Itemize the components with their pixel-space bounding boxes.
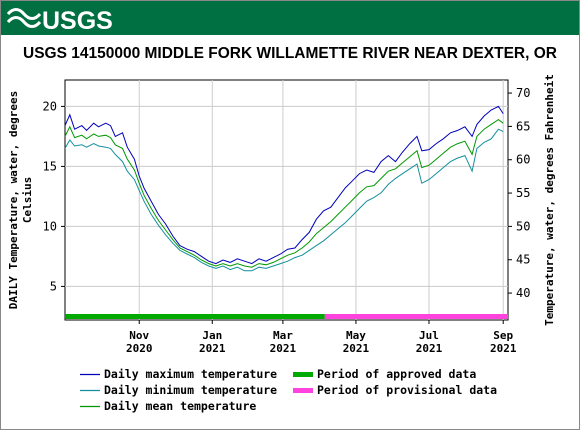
legend-item: Period of provisional data (293, 383, 497, 397)
left-y-axis-label: DAILY Temperature, water, degrees Celsiu… (7, 91, 34, 310)
right-tick-label: 40 (516, 286, 530, 300)
x-tick-year: 2021 (343, 342, 370, 355)
x-tick-month: Mar (273, 329, 293, 342)
x-tick-year: 2021 (270, 342, 297, 355)
legend-swatch (293, 372, 313, 377)
x-tick-month: Jan (202, 329, 222, 342)
left-tick-label: 20 (43, 99, 57, 113)
legend-label: Period of approved data (317, 367, 476, 381)
right-tick-label: 70 (516, 86, 530, 100)
legend-label: Daily maximum temperature (104, 367, 277, 381)
x-tick-year: 2021 (490, 342, 517, 355)
provisional-period-bar (324, 314, 508, 319)
right-y-axis-ticks: 40 45 50 55 60 65 70 (508, 86, 530, 300)
x-tick-month: May (346, 329, 366, 342)
right-tick-label: 55 (516, 186, 530, 200)
legend-item: Daily minimum temperature (80, 383, 277, 397)
x-tick-month: Sep (493, 329, 513, 342)
right-tick-label: 60 (516, 153, 530, 167)
x-tick-year: 2021 (416, 342, 443, 355)
right-tick-label: 45 (516, 253, 530, 267)
left-y-axis-label-line-1: DAILY Temperature, water, degrees (7, 91, 20, 310)
gridlines (65, 80, 508, 320)
legend-swatch (293, 388, 313, 393)
period-bars (65, 314, 508, 319)
legend-label: Daily minimum temperature (104, 383, 277, 397)
legend-item: Daily maximum temperature (80, 367, 277, 381)
x-tick-month: Nov (129, 329, 149, 342)
usgs-wave-icon (6, 8, 42, 28)
approved-period-bar (65, 314, 325, 319)
usgs-logo: USGS (6, 7, 113, 35)
left-tick-label: 15 (43, 159, 57, 173)
legend-label: Daily mean temperature (104, 399, 256, 413)
plot-frame (64, 79, 509, 321)
legend-item: Daily mean temperature (80, 399, 256, 413)
legend-label: Period of provisional data (317, 383, 497, 397)
series-line-mean (64, 118, 504, 268)
x-axis-ticks: Nov2020Jan2021Mar2021May2021Jul2021Sep20… (126, 320, 517, 355)
left-y-axis-label-line-2: Celsius (21, 177, 34, 223)
left-tick-label: 5 (50, 279, 57, 293)
series-lines (64, 105, 504, 272)
x-tick-month: Jul (419, 329, 439, 342)
right-tick-label: 50 (516, 219, 530, 233)
left-y-axis-ticks: 5 10 15 20 (43, 99, 65, 293)
series-line-max (64, 105, 504, 265)
usgs-logo-text: USGS (42, 7, 113, 35)
chart-title: USGS 14150000 MIDDLE FORK WILLAMETTE RIV… (23, 45, 557, 62)
right-tick-label: 65 (516, 119, 530, 133)
series-line-min (64, 128, 504, 272)
left-tick-label: 10 (43, 219, 57, 233)
legend: Daily maximum temperature Daily minimum t… (80, 367, 497, 413)
x-tick-year: 2021 (199, 342, 226, 355)
x-tick-year: 2020 (126, 342, 153, 355)
usgs-header-bar (1, 1, 579, 35)
right-y-axis-label: Temperature, water, degrees Fahrenheit (543, 74, 556, 326)
legend-item: Period of approved data (293, 367, 476, 381)
